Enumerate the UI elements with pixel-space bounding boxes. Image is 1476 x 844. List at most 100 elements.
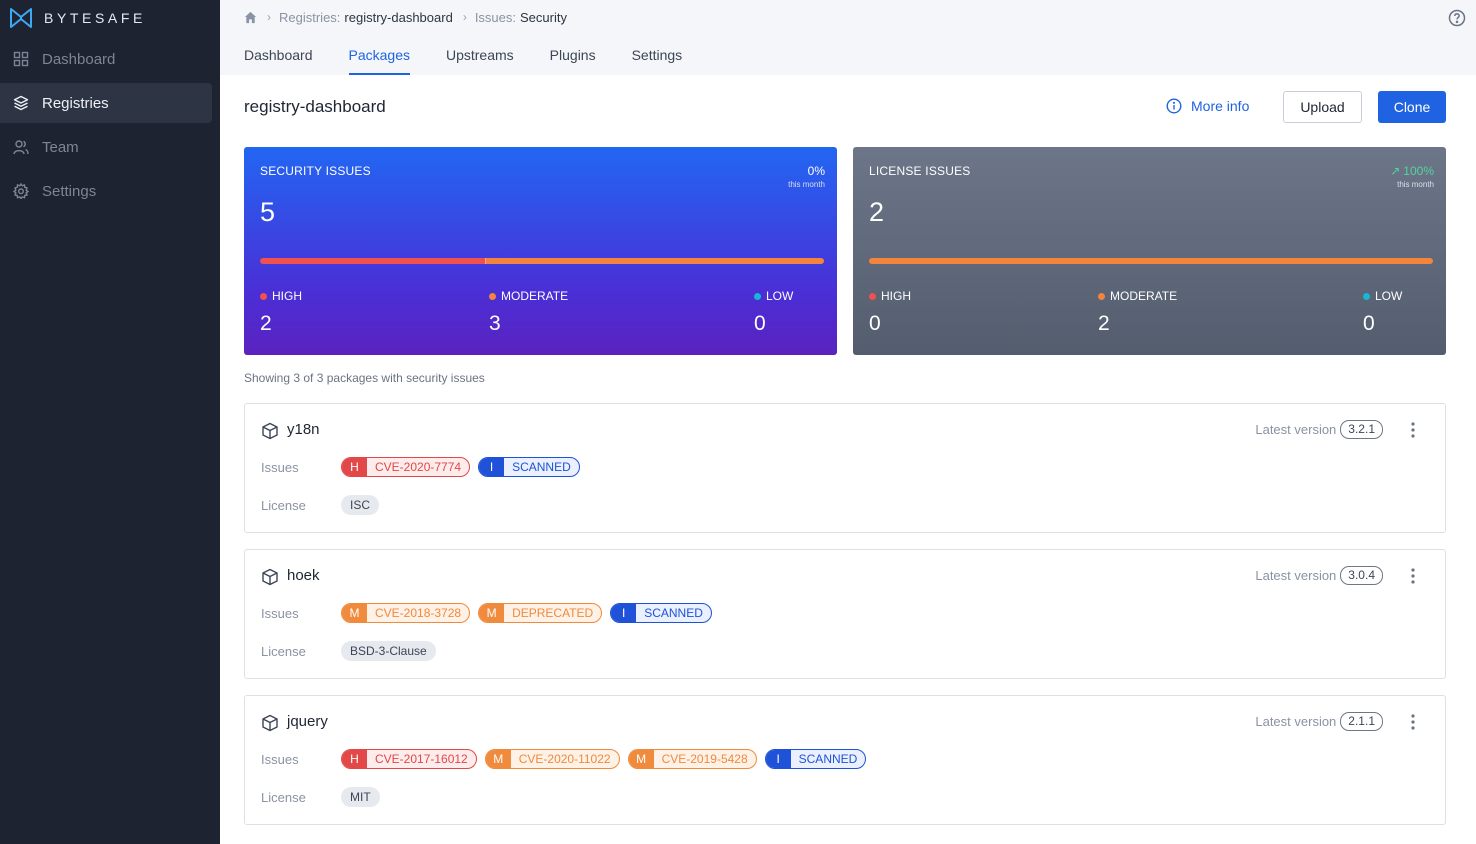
sidebar-item-label: Settings: [42, 182, 97, 200]
issue-label: SCANNED: [798, 752, 858, 766]
package-card[interactable]: hoek Latest version 3.0.4 Issues M CVE-2018-3…: [244, 549, 1446, 679]
brand-name: BYTESAFE: [44, 10, 146, 26]
issue-chip[interactable]: H CVE-2020-7774: [341, 457, 471, 477]
level-moderate-value: 3: [489, 312, 501, 335]
severity-bar: [869, 258, 1433, 264]
tab-plugins[interactable]: Plugins: [549, 47, 596, 63]
bytesafe-logo-icon: [10, 8, 32, 28]
sidebar: BYTESAFE Dashboard Registries Team: [0, 0, 220, 844]
bar-moderate: [869, 258, 1433, 264]
latest-version: Latest version 3.2.1: [1255, 420, 1383, 439]
clone-button[interactable]: Clone: [1378, 91, 1446, 123]
sidebar-item-settings[interactable]: Settings: [0, 171, 212, 211]
level-label: HIGH: [272, 289, 302, 303]
license-badge: BSD-3-Clause: [341, 641, 436, 661]
more-vertical-icon[interactable]: [1405, 567, 1421, 585]
package-name[interactable]: hoek: [287, 567, 320, 584]
latest-version-label: Latest version: [1255, 714, 1337, 729]
level-label: LOW: [766, 289, 794, 303]
package-name[interactable]: y18n: [287, 421, 320, 438]
more-vertical-icon[interactable]: [1405, 713, 1421, 731]
license-issues-card[interactable]: LICENSE ISSUES ↗ 100% this month 2 HIGH 0…: [853, 147, 1446, 355]
breadcrumb-label: Registries:: [279, 9, 341, 25]
chevron-right-icon: ›: [462, 10, 467, 24]
issue-chip[interactable]: M CVE-2020-11022: [484, 749, 620, 769]
level-low: LOW: [754, 289, 793, 303]
help-icon[interactable]: [1448, 9, 1466, 27]
issue-chips: H CVE-2020-7774 I SCANNED: [341, 457, 588, 477]
more-info-label: More info: [1191, 98, 1250, 114]
page-title: registry-dashboard: [244, 97, 386, 116]
breadcrumb-value: registry-dashboard: [344, 9, 453, 25]
level-low-value: 0: [754, 312, 766, 335]
package-box-icon: [262, 568, 278, 586]
license-label: License: [261, 498, 306, 513]
license-label: License: [261, 790, 306, 805]
layers-icon: [13, 95, 29, 111]
version-badge: 3.2.1: [1340, 420, 1383, 439]
severity-badge: I: [611, 604, 637, 622]
showing-count: Showing 3 of 3 packages with security is…: [244, 371, 485, 385]
issue-chip[interactable]: I SCANNED: [610, 603, 712, 623]
severity-badge: M: [342, 604, 367, 622]
card-title: LICENSE ISSUES: [869, 164, 971, 178]
info-icon: [1166, 98, 1182, 114]
issue-label: CVE-2019-5428: [661, 752, 748, 766]
latest-version: Latest version 2.1.1: [1255, 712, 1383, 731]
tab-upstreams[interactable]: Upstreams: [445, 47, 514, 63]
issue-chip[interactable]: H CVE-2017-16012: [341, 749, 477, 769]
moderate-dot-icon: [489, 292, 496, 300]
issue-chip[interactable]: M CVE-2018-3728: [341, 603, 471, 623]
bar-moderate: [485, 258, 824, 264]
breadcrumb-issues[interactable]: Issues: Security: [475, 10, 567, 25]
card-total: 2: [869, 197, 885, 227]
tab-packages[interactable]: Packages: [348, 47, 411, 75]
security-issues-card[interactable]: SECURITY ISSUES 0% this month 5 HIGH 2 M…: [244, 147, 837, 355]
level-high-value: 2: [260, 312, 272, 335]
issue-label: SCANNED: [644, 606, 703, 620]
level-high-value: 0: [869, 312, 881, 335]
issue-label: CVE-2018-3728: [375, 606, 462, 620]
tab-settings[interactable]: Settings: [631, 47, 683, 63]
card-change: 0%: [807, 164, 825, 178]
more-info-link[interactable]: More info: [1166, 98, 1249, 114]
breadcrumb-registries[interactable]: Registries: registry-dashboard: [279, 10, 453, 25]
package-card[interactable]: jquery Latest version 2.1.1 Issues H CVE-2017…: [244, 695, 1446, 825]
issue-chip[interactable]: I SCANNED: [764, 749, 867, 769]
tab-dashboard[interactable]: Dashboard: [244, 47, 313, 63]
issue-chip[interactable]: M CVE-2019-5428: [627, 749, 757, 769]
brand[interactable]: BYTESAFE: [9, 6, 146, 30]
latest-version: Latest version 3.0.4: [1255, 566, 1383, 585]
tabs: Dashboard Packages Upstreams Plugins Set…: [244, 47, 718, 75]
package-card[interactable]: y18n Latest version 3.2.1 Issues H CVE-2020-7…: [244, 403, 1446, 533]
issues-label: Issues: [261, 460, 299, 475]
severity-badge: M: [628, 750, 654, 768]
sidebar-item-team[interactable]: Team: [0, 127, 212, 167]
issues-label: Issues: [261, 606, 299, 621]
card-change-value: 100%: [1403, 164, 1434, 178]
high-dot-icon: [869, 292, 876, 300]
topbar: › Registries: registry-dashboard › Issues…: [220, 0, 1476, 75]
issue-chip[interactable]: I SCANNED: [478, 457, 580, 477]
level-label: MODERATE: [1110, 289, 1178, 303]
issue-label: CVE-2017-16012: [375, 752, 468, 766]
issue-label: CVE-2020-7774: [375, 460, 462, 474]
card-change: ↗ 100%: [1390, 164, 1434, 178]
level-high: HIGH: [869, 289, 911, 303]
sidebar-item-dashboard[interactable]: Dashboard: [0, 39, 212, 79]
more-vertical-icon[interactable]: [1405, 421, 1421, 439]
level-low: LOW: [1363, 289, 1402, 303]
moderate-dot-icon: [1098, 292, 1105, 300]
home-icon[interactable]: [244, 11, 257, 24]
sidebar-item-registries[interactable]: Registries: [0, 83, 212, 123]
issue-chip[interactable]: M DEPRECATED: [478, 603, 603, 623]
package-box-icon: [262, 422, 278, 440]
package-name[interactable]: jquery: [287, 713, 328, 730]
level-moderate-value: 2: [1098, 312, 1110, 335]
level-moderate: MODERATE: [1098, 289, 1177, 303]
severity-badge: M: [479, 604, 505, 622]
sidebar-item-label: Dashboard: [42, 50, 116, 68]
gear-icon: [13, 183, 29, 199]
level-low-value: 0: [1363, 312, 1375, 335]
upload-button[interactable]: Upload: [1283, 91, 1362, 123]
